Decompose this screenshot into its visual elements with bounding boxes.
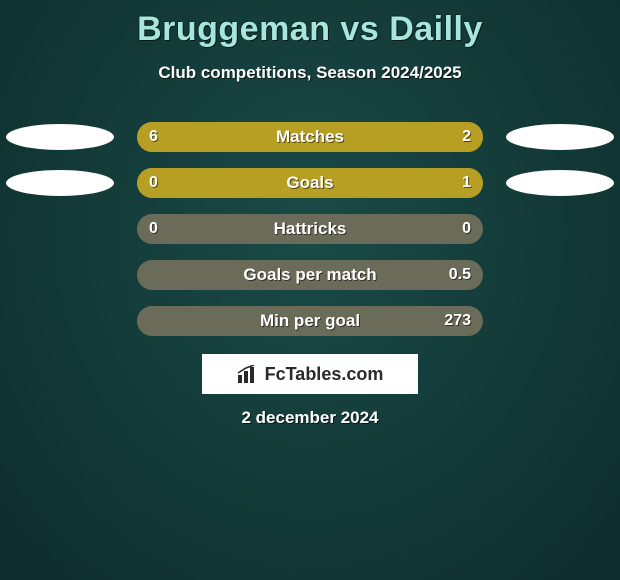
player-left-marker bbox=[6, 124, 114, 150]
stat-bar-right-segment bbox=[386, 122, 483, 152]
stat-bar-left-segment bbox=[137, 168, 199, 198]
stat-row: Min per goal 273 bbox=[0, 306, 620, 336]
stat-left-value: 0 bbox=[149, 214, 158, 244]
stat-bar: 0 Goals 1 bbox=[137, 168, 483, 198]
stat-row: 0 Hattricks 0 bbox=[0, 214, 620, 244]
logo-text: FcTables.com bbox=[265, 364, 384, 385]
stat-bar: Goals per match 0.5 bbox=[137, 260, 483, 290]
stat-rows: 6 Matches 2 0 Goals 1 0 Hattricks bbox=[0, 122, 620, 352]
comparison-infographic: Bruggeman vs Dailly Club competitions, S… bbox=[0, 0, 620, 580]
stat-label: Goals per match bbox=[137, 260, 483, 290]
stat-bar: Min per goal 273 bbox=[137, 306, 483, 336]
stat-bar: 0 Hattricks 0 bbox=[137, 214, 483, 244]
stat-label: Hattricks bbox=[137, 214, 483, 244]
stat-row: 6 Matches 2 bbox=[0, 122, 620, 152]
player-right-marker bbox=[506, 124, 614, 150]
stat-bar: 6 Matches 2 bbox=[137, 122, 483, 152]
chart-icon bbox=[237, 365, 259, 383]
stat-right-value: 273 bbox=[444, 306, 471, 336]
player-left-marker bbox=[6, 170, 114, 196]
subtitle: Club competitions, Season 2024/2025 bbox=[0, 63, 620, 83]
stat-bar-left-segment bbox=[137, 122, 386, 152]
stat-row: 0 Goals 1 bbox=[0, 168, 620, 198]
stat-right-value: 0.5 bbox=[449, 260, 471, 290]
stat-right-value: 0 bbox=[462, 214, 471, 244]
fctables-logo: FcTables.com bbox=[202, 354, 418, 394]
stat-bar-right-segment bbox=[199, 168, 483, 198]
stat-row: Goals per match 0.5 bbox=[0, 260, 620, 290]
page-title: Bruggeman vs Dailly bbox=[0, 0, 620, 49]
stat-label: Min per goal bbox=[137, 306, 483, 336]
footer-date: 2 december 2024 bbox=[0, 408, 620, 428]
player-right-marker bbox=[506, 170, 614, 196]
